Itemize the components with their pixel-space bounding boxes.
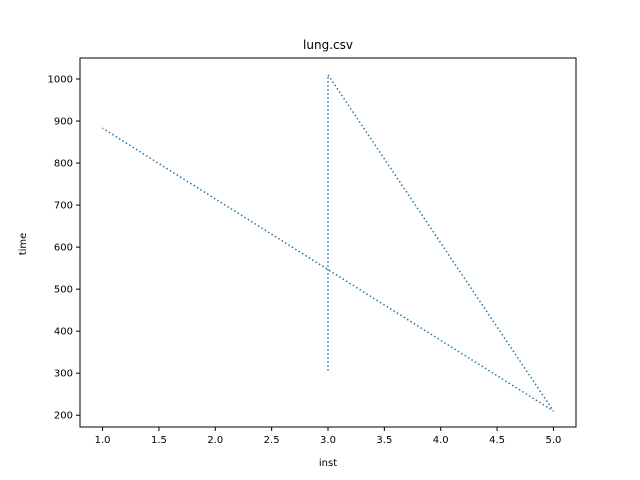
y-axis-label: time xyxy=(18,233,29,256)
x-tick-label: 4.5 xyxy=(489,435,505,446)
y-tick-label: 500 xyxy=(54,285,73,296)
series-line-0 xyxy=(102,72,555,412)
y-tick-label: 900 xyxy=(54,117,73,128)
y-tick-label: 600 xyxy=(54,243,73,254)
x-tick-label: 3.0 xyxy=(320,435,336,446)
y-tick-label: 1000 xyxy=(48,75,73,86)
x-tick-label: 1.0 xyxy=(95,435,111,446)
x-tick-label: 1.5 xyxy=(151,435,167,446)
x-tick-label: 3.5 xyxy=(376,435,392,446)
y-tick-label: 300 xyxy=(54,369,73,380)
x-tick-label: 4.0 xyxy=(433,435,449,446)
y-tick-label: 700 xyxy=(54,201,73,212)
x-tick-label: 2.5 xyxy=(264,435,280,446)
y-tick-label: 400 xyxy=(54,327,73,338)
y-tick-label: 800 xyxy=(54,159,73,170)
y-tick-label: 200 xyxy=(54,411,73,422)
x-tick-label: 5.0 xyxy=(546,435,562,446)
x-axis-label: inst xyxy=(319,458,337,469)
chart-title: lung.csv xyxy=(303,38,353,52)
plot-area: 1.0 1.5 2.0 2.5 3.0 3.5 4.0 4.5 5.0 200 300 400 500 6… xyxy=(48,57,577,446)
x-tick-label: 2.0 xyxy=(207,435,223,446)
